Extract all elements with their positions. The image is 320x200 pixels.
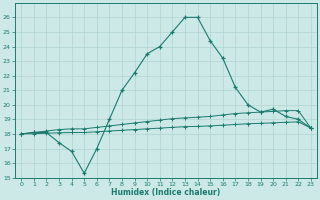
X-axis label: Humidex (Indice chaleur): Humidex (Indice chaleur) (111, 188, 221, 197)
